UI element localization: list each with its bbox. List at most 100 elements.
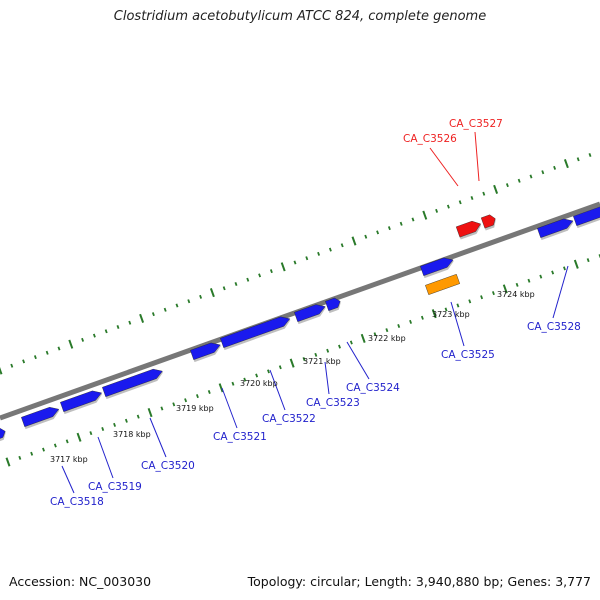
inner-track-minor-tick [468, 299, 472, 304]
leader-line [269, 369, 286, 411]
gene-arrow-partial[interactable] [0, 428, 6, 441]
inner-track-minor-tick [18, 455, 22, 460]
gene-label-ca-c3524[interactable]: CA_C3524 [346, 382, 400, 394]
gene-label-ca-c3522[interactable]: CA_C3522 [262, 413, 316, 425]
outer-track-minor-tick [45, 350, 49, 355]
gene-arrow-ca-c3528-shade [540, 220, 574, 241]
gene-label-ca-c3527[interactable]: CA_C3527 [449, 118, 503, 130]
gene-arrow-ca-c3524-shade [328, 301, 341, 314]
leader-line [346, 341, 370, 380]
gene-label-ca-c3518[interactable]: CA_C3518 [50, 496, 104, 508]
inner-track-minor-tick [480, 295, 484, 300]
inner-track-minor-tick [515, 282, 519, 287]
outer-track-minor-tick [199, 294, 203, 299]
outer-tick-track [0, 153, 592, 375]
leader-line [61, 465, 75, 494]
scale-labels: 3717 kbp 3718 kbp 3719 kbp 3720 kbp 3721 kbp… [50, 290, 535, 464]
gene-arrow-ca-c3523[interactable] [294, 304, 326, 322]
outer-track-minor-tick [446, 204, 450, 209]
inner-track-minor-tick [124, 418, 128, 423]
gene-label-ca-c3525[interactable]: CA_C3525 [441, 349, 495, 361]
inner-track-minor-tick [101, 427, 105, 432]
outer-track-minor-tick [293, 260, 297, 265]
outer-track-minor-tick [269, 269, 273, 274]
leader-line [149, 417, 167, 458]
leader-line [450, 301, 465, 347]
outer-track-minor-tick [399, 221, 403, 226]
outer-track-minor-tick [588, 153, 592, 157]
outer-track-minor-tick [92, 333, 96, 338]
gene-label-ca-c3519[interactable]: CA_C3519 [88, 481, 142, 493]
gene-label-ca-c3526[interactable]: CA_C3526 [403, 133, 457, 145]
outer-track-minor-tick [387, 226, 391, 231]
outer-track-minor-tick [116, 325, 120, 329]
outer-track-major-tick [351, 236, 357, 246]
inner-track-major-tick [76, 432, 82, 442]
gene-arrow-ca-c3528[interactable] [573, 206, 600, 226]
rna-gene-block[interactable] [425, 273, 461, 295]
inner-track-minor-tick [113, 422, 117, 427]
inner-track-major-tick [5, 457, 11, 467]
scale-label: 3723 kbp [432, 310, 470, 319]
leader-line [474, 131, 480, 182]
inner-track-minor-tick [65, 439, 69, 444]
inner-track-minor-tick [527, 278, 531, 283]
leader-line [429, 147, 459, 187]
gene-arrow-ca-c3526-shade [459, 223, 482, 240]
outer-track-minor-tick [305, 256, 309, 261]
outer-track-major-tick [68, 339, 74, 349]
outer-track-minor-tick [529, 174, 533, 179]
gene-arrow-ca-c3518[interactable] [21, 407, 60, 427]
gene-arrow-ca-c3526[interactable] [455, 220, 481, 238]
gene-arrow-ca-c3523-shade [297, 306, 326, 325]
inner-track-major-tick [573, 259, 579, 269]
outer-track-minor-tick [364, 234, 368, 239]
gene-arrow-ca-c3521[interactable] [190, 342, 221, 360]
accession-label: Accession: NC_003030 [9, 574, 152, 589]
outer-track-major-tick [139, 313, 145, 323]
gene-arrow-ca-c3527-shade [484, 218, 496, 231]
inner-track-minor-tick [243, 377, 247, 382]
outer-track-minor-tick [22, 359, 26, 364]
leader-line [552, 265, 569, 319]
inner-track-minor-tick [231, 381, 235, 386]
outer-track-minor-tick [151, 312, 155, 317]
outer-track-minor-tick [187, 299, 191, 304]
outer-track-minor-tick [376, 230, 380, 235]
inner-track-minor-tick [172, 402, 176, 407]
outer-track-major-tick [280, 262, 286, 272]
outer-track-minor-tick [33, 355, 37, 360]
inner-track-major-tick [147, 407, 153, 418]
gene-arrow-ca-c3528[interactable] [537, 218, 574, 238]
gene-label-ca-c3528[interactable]: CA_C3528 [527, 321, 581, 333]
gene-arrow-ca-c3524[interactable] [325, 297, 341, 311]
gene-label-ca-c3523[interactable]: CA_C3523 [306, 397, 360, 409]
outer-track-minor-tick [10, 363, 14, 368]
inner-track-major-tick [218, 383, 224, 393]
gene-label-ca-c3521[interactable]: CA_C3521 [213, 431, 267, 443]
gene-arrow-ca-c3525[interactable] [420, 257, 454, 276]
gene-arrow-ca-c3522[interactable] [220, 316, 291, 348]
outer-track-minor-tick [411, 217, 415, 222]
gene-arrow-ca-c3520[interactable] [102, 368, 163, 397]
inner-track-minor-tick [409, 319, 413, 324]
gene-arrow-ca-c3518-shade [24, 409, 60, 430]
outer-track-minor-tick [57, 346, 61, 351]
gene-arrow-ca-c3527[interactable] [480, 214, 496, 229]
scale-label: 3719 kbp [176, 404, 214, 413]
inner-track-minor-tick [420, 315, 424, 320]
inner-track-minor-tick [302, 357, 306, 361]
inner-track-minor-tick [195, 394, 199, 399]
inner-track-minor-tick [53, 443, 57, 448]
inner-track-minor-tick [314, 352, 318, 357]
outer-track-major-tick [563, 159, 569, 169]
gene-arrow-ca-c3525-shade [423, 259, 454, 279]
outer-track-major-tick [0, 367, 3, 375]
outer-track-minor-tick [163, 307, 167, 312]
gene-label-ca-c3520[interactable]: CA_C3520 [141, 460, 195, 472]
outer-track-minor-tick [317, 251, 321, 256]
outer-track-major-tick [422, 210, 428, 220]
outer-track-major-tick [493, 184, 499, 194]
scale-label: 3722 kbp [368, 334, 406, 343]
gene-arrow-ca-c3519[interactable] [60, 390, 102, 412]
